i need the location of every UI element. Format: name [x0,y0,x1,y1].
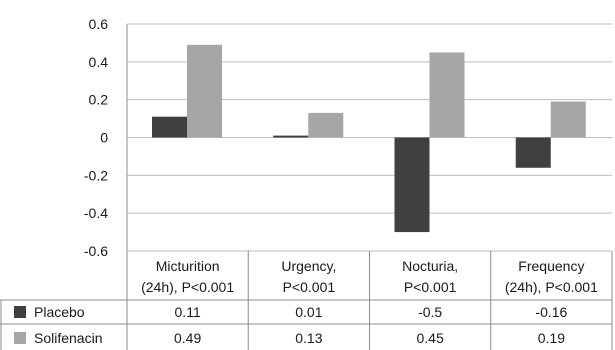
category-label: (24h), P<0.001 [505,279,598,295]
table-value: 0.11 [175,304,201,320]
bar-placebo [394,137,430,233]
category-label: Micturition [156,258,220,274]
y-axis-ticks: 0.6 0.4 0.2 0 -0.2 -0.4 -0.6 [84,16,108,259]
legend-swatch-solifenacin [14,332,26,344]
category-label: (24h), P<0.001 [141,279,234,295]
bar-solifenacin [187,44,222,138]
category-label: Nocturia, [402,258,458,274]
table-value: -0.16 [535,304,567,320]
table-value: 0.13 [295,330,322,346]
bars [152,44,586,233]
y-tick-label: 0 [100,130,108,146]
y-tick-label: -0.2 [84,167,108,183]
data-table: Micturition (24h), P<0.001 Urgency, P<0.001… [0,251,613,350]
y-tick-label: 0.4 [89,54,109,70]
category-label: P<0.001 [404,279,457,295]
legend-label-solifenacin: Solifenacin [34,330,103,346]
bar-solifenacin [550,101,586,138]
bar-solifenacin [308,112,344,138]
legend-label-placebo: Placebo [34,304,85,320]
table-value: -0.5 [418,304,442,320]
table-value: 0.19 [538,330,565,346]
category-label: Urgency, [281,258,336,274]
category-label: Frequency [518,258,584,274]
bar-placebo [152,116,187,138]
bar-solifenacin [429,52,465,138]
y-tick-label: 0.2 [89,92,109,108]
bar-placebo [515,137,551,168]
y-tick-label: -0.6 [84,243,108,259]
category-label: P<0.001 [283,279,336,295]
table-value: 0.49 [174,330,201,346]
table-value: 0.45 [417,330,444,346]
bar-placebo [273,135,309,138]
y-tick-label: 0.6 [89,16,109,32]
legend-swatch-placebo [14,306,26,318]
y-tick-label: -0.4 [84,205,108,221]
table-value: 0.01 [295,304,322,320]
